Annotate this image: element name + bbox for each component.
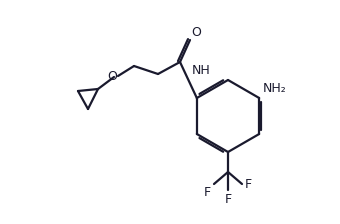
Text: F: F: [245, 177, 252, 190]
Text: F: F: [224, 193, 232, 206]
Text: NH: NH: [191, 64, 210, 77]
Text: O: O: [191, 26, 201, 39]
Text: NH₂: NH₂: [263, 82, 287, 95]
Text: O: O: [107, 69, 117, 82]
Text: F: F: [204, 186, 211, 199]
